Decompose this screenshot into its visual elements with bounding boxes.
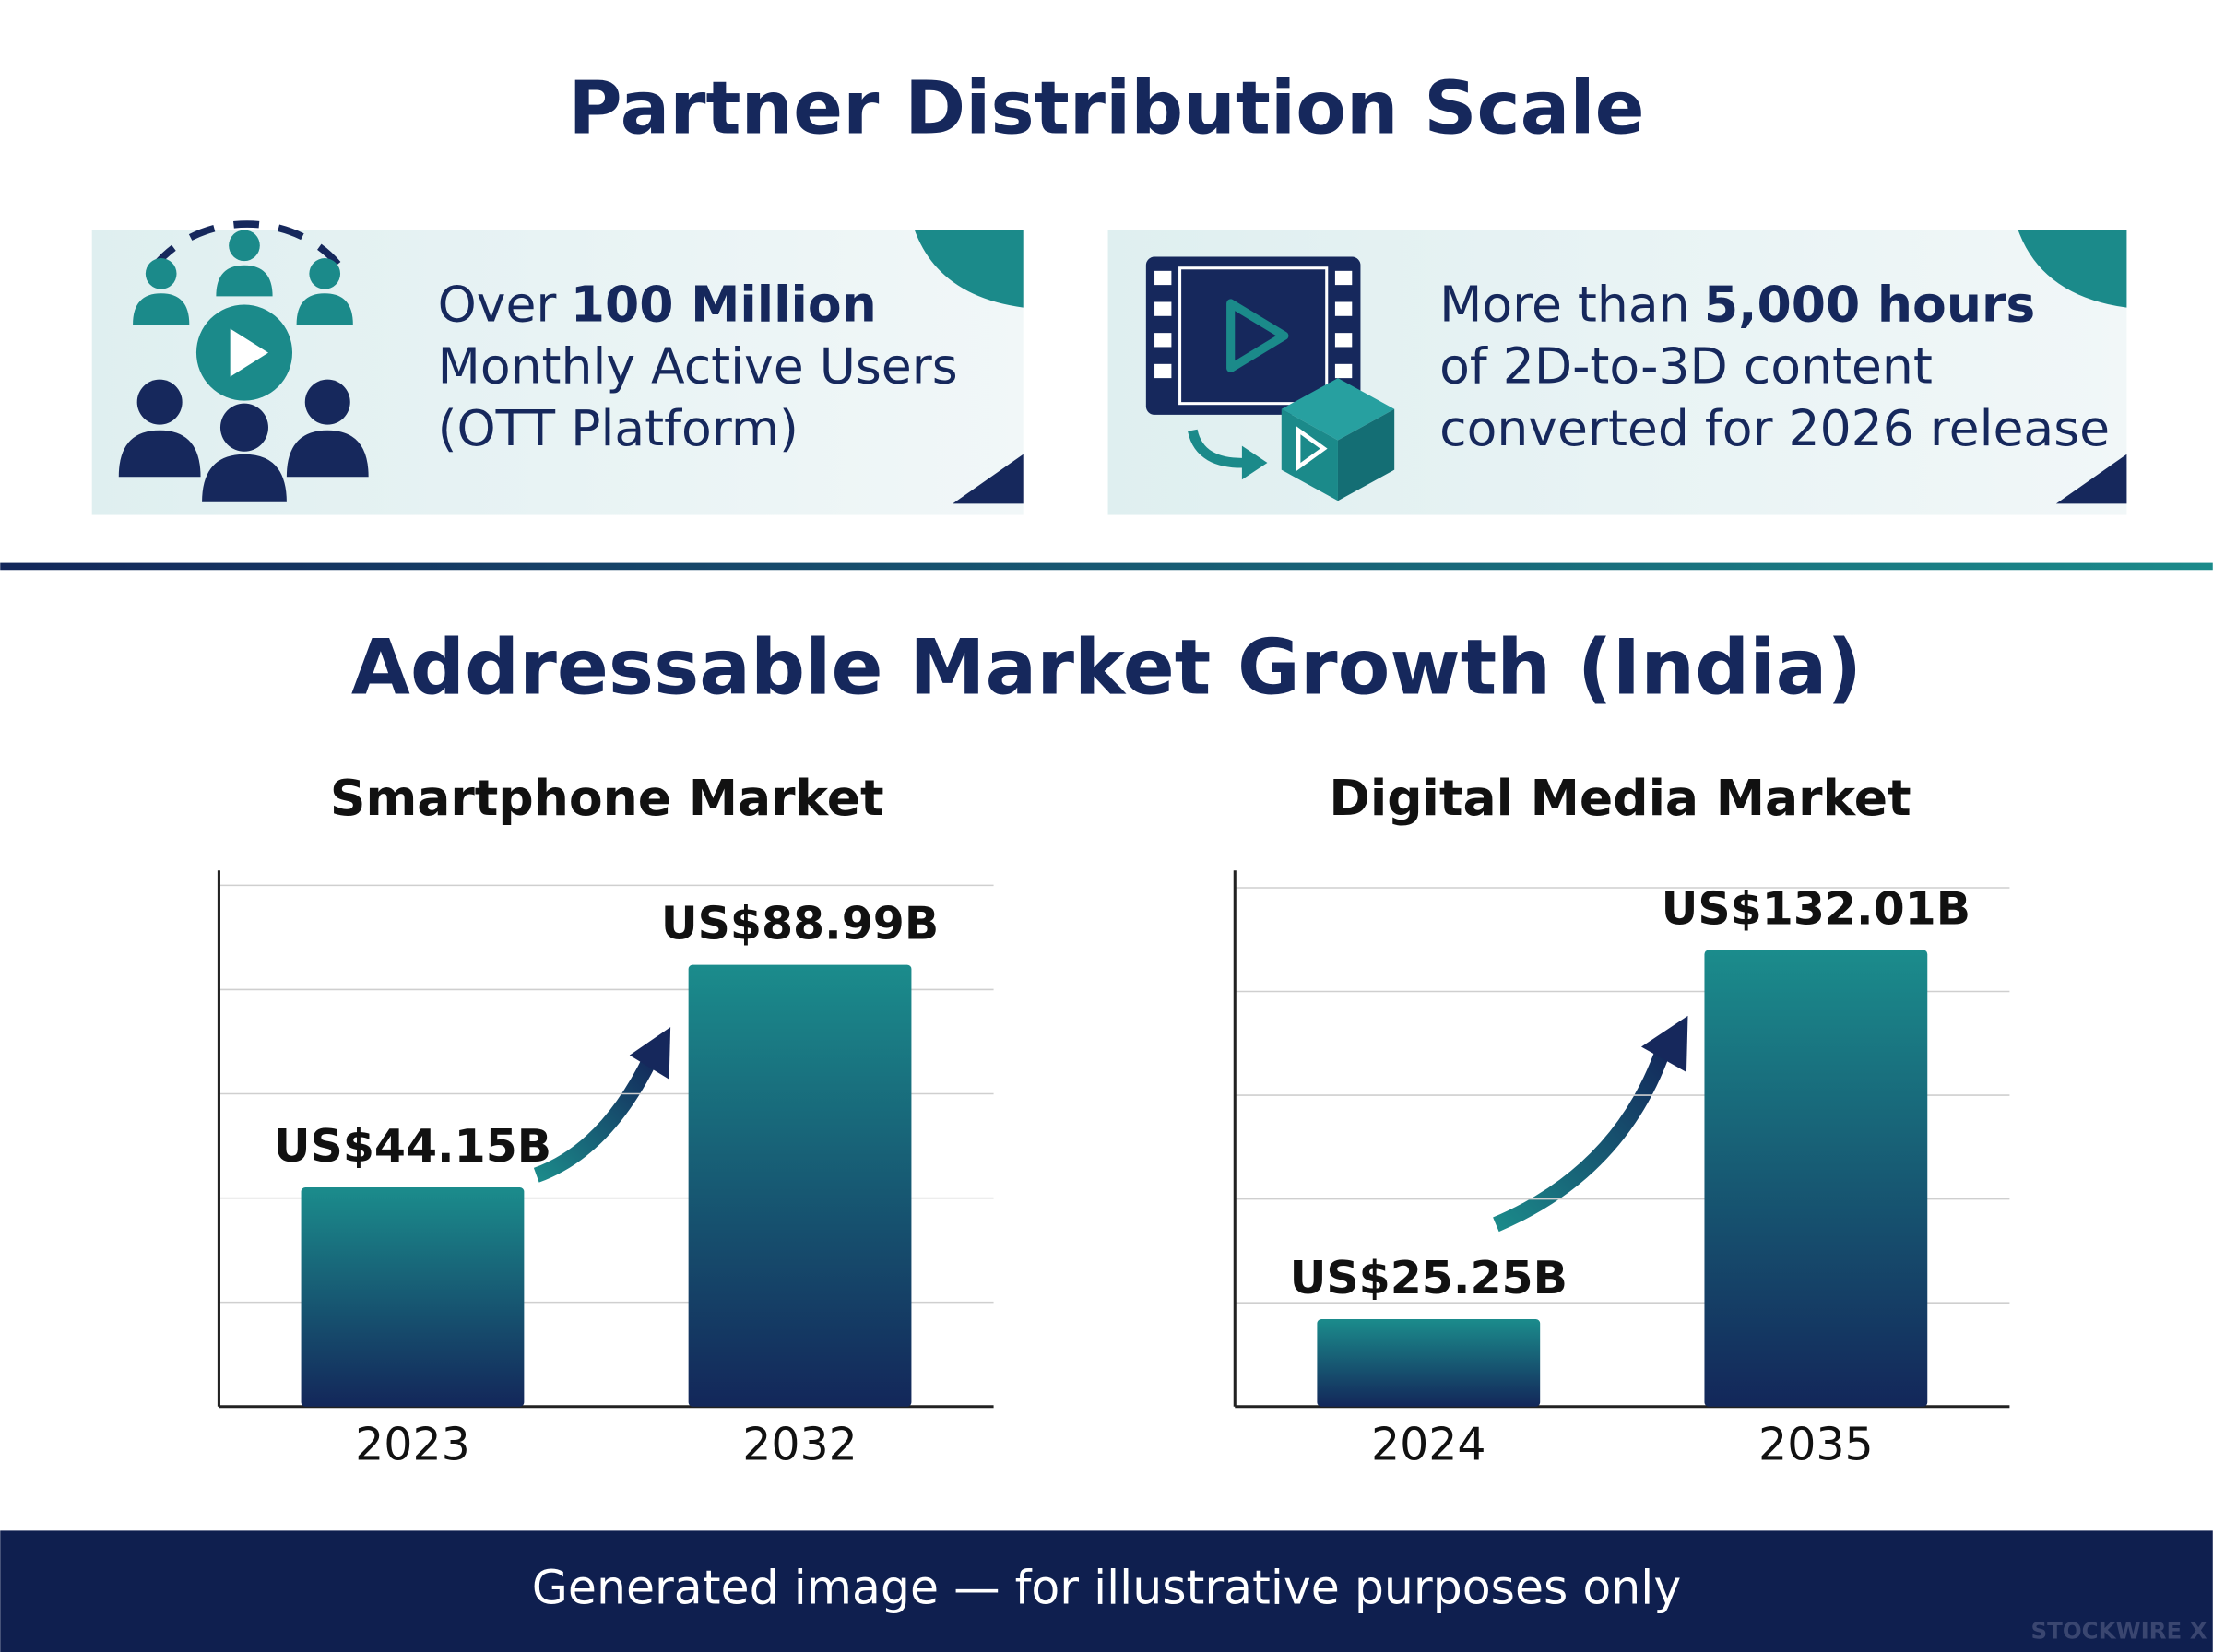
icon-shape [1334,301,1353,316]
stat-line: Monthly Active Users [438,337,958,395]
stat-line: of 2D-to-3D content [1439,337,1933,395]
icon-shape [1334,363,1353,379]
growth-arrow [533,1052,659,1183]
bar [301,1187,525,1407]
icon-shape [133,293,190,324]
bar [1704,950,1928,1407]
icon-shape [216,265,273,297]
x-tick-label: 2023 [355,1419,470,1471]
stat-card: Over 100 Million Monthly Active Users (OT… [91,220,1024,515]
icon-shape [1337,408,1395,502]
icon-shape [136,379,183,425]
chart-title: Digital Media Market [1329,769,1911,827]
x-tick-label: 2032 [742,1419,858,1471]
icon-shape [229,230,260,262]
watermark: STOCKWIRE X [2031,1618,2207,1645]
icon-shape [1281,408,1338,502]
stat-line: Over 100 Million [438,275,877,333]
value-label: US$44.15B [274,1120,551,1173]
icon-shape [230,328,268,377]
bar-chart: Digital Media Market US$25.25B 2024 US$132.… [1233,769,2010,1471]
icon-shape [1241,445,1268,480]
icon-shape [1154,333,1172,348]
icon-shape [304,379,350,425]
icon-shape [145,258,177,289]
footer-text: Generated image — for illustrative purpo… [532,1561,1681,1615]
icon-shape [219,403,268,452]
icon-shape [1154,301,1172,316]
icon-shape [296,293,353,324]
bar [1317,1318,1541,1407]
x-tick-label: 2024 [1371,1419,1486,1471]
stat-highlight: 100 Million [571,275,877,333]
footer-bar [0,1530,2213,1652]
icon-shape [1334,333,1353,348]
stat-line: More than 5,000 hours [1439,275,2035,333]
page-title: Partner Distribution Scale [568,65,1644,150]
stat-line: converted for 2026 release [1439,399,2110,457]
icon-shape [1154,270,1353,379]
conversion-icon [1145,256,1395,502]
icon-shape [1154,270,1172,286]
stat-line: (OTT Platform) [438,399,799,457]
icon-shape [1188,429,1249,468]
card-corner [2018,230,2127,308]
stat-highlight: 5,000 hours [1704,275,2035,333]
users-icon [118,220,369,502]
value-label: US$132.01B [1662,883,1970,936]
icon-shape [118,430,201,478]
bar [688,964,912,1407]
stat-card: More than 5,000 hours of 2D-to-3D content… [1107,230,2127,515]
icon-shape [1154,363,1172,379]
icon-shape [1178,266,1329,406]
growth-arrow-head [629,1027,671,1080]
icon-shape [1226,299,1289,373]
icon-shape [309,258,341,289]
stat-lead: Over [438,275,558,333]
icon-shape [286,430,369,478]
card-corner [914,230,1024,308]
bar-chart: Smartphone Market US$44.15B 2023 US$88.99B 2… [217,769,994,1471]
x-tick-label: 2035 [1758,1419,1874,1471]
icon-shape [1334,270,1353,286]
chart-title: Smartphone Market [330,769,884,827]
value-label: US$25.25B [1290,1252,1568,1304]
stat-lead: More than [1439,275,1689,333]
icon-shape [152,220,342,268]
divider [0,562,2213,571]
icon-shape [202,454,287,502]
growth-arrow-head [1640,1015,1688,1073]
growth-arrow [1493,1041,1673,1233]
value-label: US$88.99B [661,898,939,950]
section-title: Addressable Market Growth (India) [351,623,1862,712]
icon-shape [1296,426,1328,472]
